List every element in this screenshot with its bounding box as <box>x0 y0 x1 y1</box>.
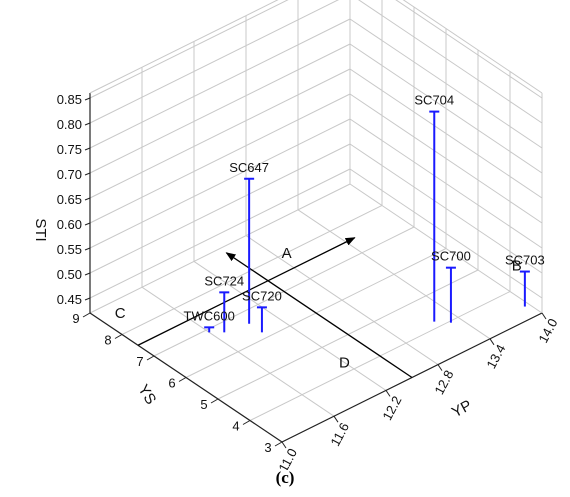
side-wall-gridline <box>349 68 543 199</box>
y-tick-label: 9 <box>72 311 79 326</box>
x-tick-mark <box>385 390 391 397</box>
z-axis-label: STI <box>32 218 49 241</box>
x-tick-label: 13.4 <box>483 342 508 371</box>
z-tick-label: 0.60 <box>57 217 82 232</box>
back-wall-gridline <box>89 0 289 99</box>
back-wall-gridline <box>89 143 351 274</box>
point-label: TWC600 <box>184 308 235 323</box>
x-tick-mark <box>333 415 339 423</box>
y-tick-label: 7 <box>136 354 143 369</box>
top-edge-back <box>89 0 279 94</box>
point-label: SC704 <box>414 93 454 108</box>
figure-caption: (c) <box>275 468 295 487</box>
side-wall-gridline <box>349 118 543 249</box>
side-wall-gridline <box>349 18 543 149</box>
data-stems <box>204 110 530 333</box>
y-tick-mark <box>242 420 251 425</box>
x-tick-label: 11.6 <box>327 420 352 449</box>
z-tick-label: 0.55 <box>57 242 82 257</box>
y-tick-mark <box>82 312 91 318</box>
back-wall-gridline <box>89 168 351 299</box>
floor-gridline <box>89 183 351 314</box>
back-wall-gridline <box>89 68 351 199</box>
z-axis-ticks: 0.45 0.50 0.55 0.60 0.65 0.70 0.75 0.80 0.85 <box>57 92 91 307</box>
x-tick-label: 12.8 <box>431 368 456 397</box>
y-tick-mark <box>274 441 283 447</box>
y-tick-label: 8 <box>104 333 111 348</box>
region-label: C <box>115 305 126 322</box>
side-wall-gridline <box>358 0 543 124</box>
y-tick-mark <box>210 398 219 404</box>
point-label: SC724 <box>204 273 244 288</box>
y-tick-label: 3 <box>264 440 271 455</box>
z-tick-label: 0.80 <box>57 117 82 132</box>
x-tick-label: 11.0 <box>275 446 300 470</box>
side-wall-gridline <box>349 43 543 174</box>
quadrant-arrow-yp <box>137 237 356 346</box>
x-tick-label: 14.0 <box>535 316 560 345</box>
z-tick-mark <box>84 197 91 201</box>
z-tick-label: 0.70 <box>57 167 82 182</box>
z-tick-label: 0.45 <box>57 292 82 307</box>
x-tick-mark <box>489 338 495 346</box>
z-tick-mark <box>84 222 91 226</box>
y-axis-ticks: 3 4 5 6 7 8 9 <box>72 311 283 455</box>
chart-canvas: 0.45 0.50 0.55 0.60 0.65 0.70 0.75 0.80 0.85 3 4 5… <box>32 0 561 470</box>
region-label: B <box>512 258 522 275</box>
back-wall-gridline <box>89 118 351 249</box>
y-tick-label: 5 <box>200 397 207 412</box>
back-wall-gridline <box>89 0 340 124</box>
point-label: SC647 <box>229 160 269 175</box>
side-wall-gridline <box>349 93 543 224</box>
region-label: A <box>282 245 292 262</box>
side-wall-gridline <box>349 143 543 274</box>
back-wall-gridline <box>89 43 351 174</box>
y-tick-mark <box>178 377 187 382</box>
x-axis-label: YP <box>449 397 475 421</box>
x-tick-label: 12.2 <box>379 393 404 422</box>
back-wall-gridline <box>89 18 351 149</box>
z-tick-label: 0.50 <box>57 267 82 282</box>
y-tick-label: 6 <box>168 376 175 391</box>
point-label: SC700 <box>431 249 471 264</box>
x-tick-mark <box>541 312 547 320</box>
x-axis-ticks: 11.0 11.6 12.2 12.8 13.4 14.0 <box>275 312 561 470</box>
side-wall-gridline <box>395 0 543 99</box>
z-tick-mark <box>84 297 91 301</box>
z-tick-mark <box>84 122 91 126</box>
quadrant-lines <box>137 237 413 379</box>
point-label: SC720 <box>242 288 282 303</box>
grid-lines <box>89 0 543 443</box>
y-axis-label: YS <box>134 382 159 408</box>
quadrant-arrow-ys <box>225 252 413 379</box>
region-label: D <box>339 354 350 371</box>
z-tick-label: 0.75 <box>57 142 82 157</box>
back-wall-gridline <box>89 93 351 224</box>
top-edge-side <box>402 0 543 94</box>
z-tick-mark <box>84 97 91 101</box>
region-labels: A B C D <box>115 245 522 372</box>
y-tick-mark <box>114 334 123 339</box>
z-tick-label: 0.65 <box>57 192 82 207</box>
z-tick-mark <box>84 272 91 276</box>
point-label: SC703 <box>505 253 545 268</box>
y-tick-label: 4 <box>232 419 239 434</box>
z-tick-mark <box>84 172 91 176</box>
z-tick-mark <box>84 147 91 151</box>
box-edges <box>89 0 543 443</box>
z-tick-label: 0.85 <box>57 92 82 107</box>
y-tick-mark <box>146 355 155 361</box>
x-tick-mark <box>437 364 443 371</box>
z-tick-mark <box>84 247 91 251</box>
x-tick-mark <box>281 441 287 449</box>
side-wall-gridline <box>349 168 543 299</box>
